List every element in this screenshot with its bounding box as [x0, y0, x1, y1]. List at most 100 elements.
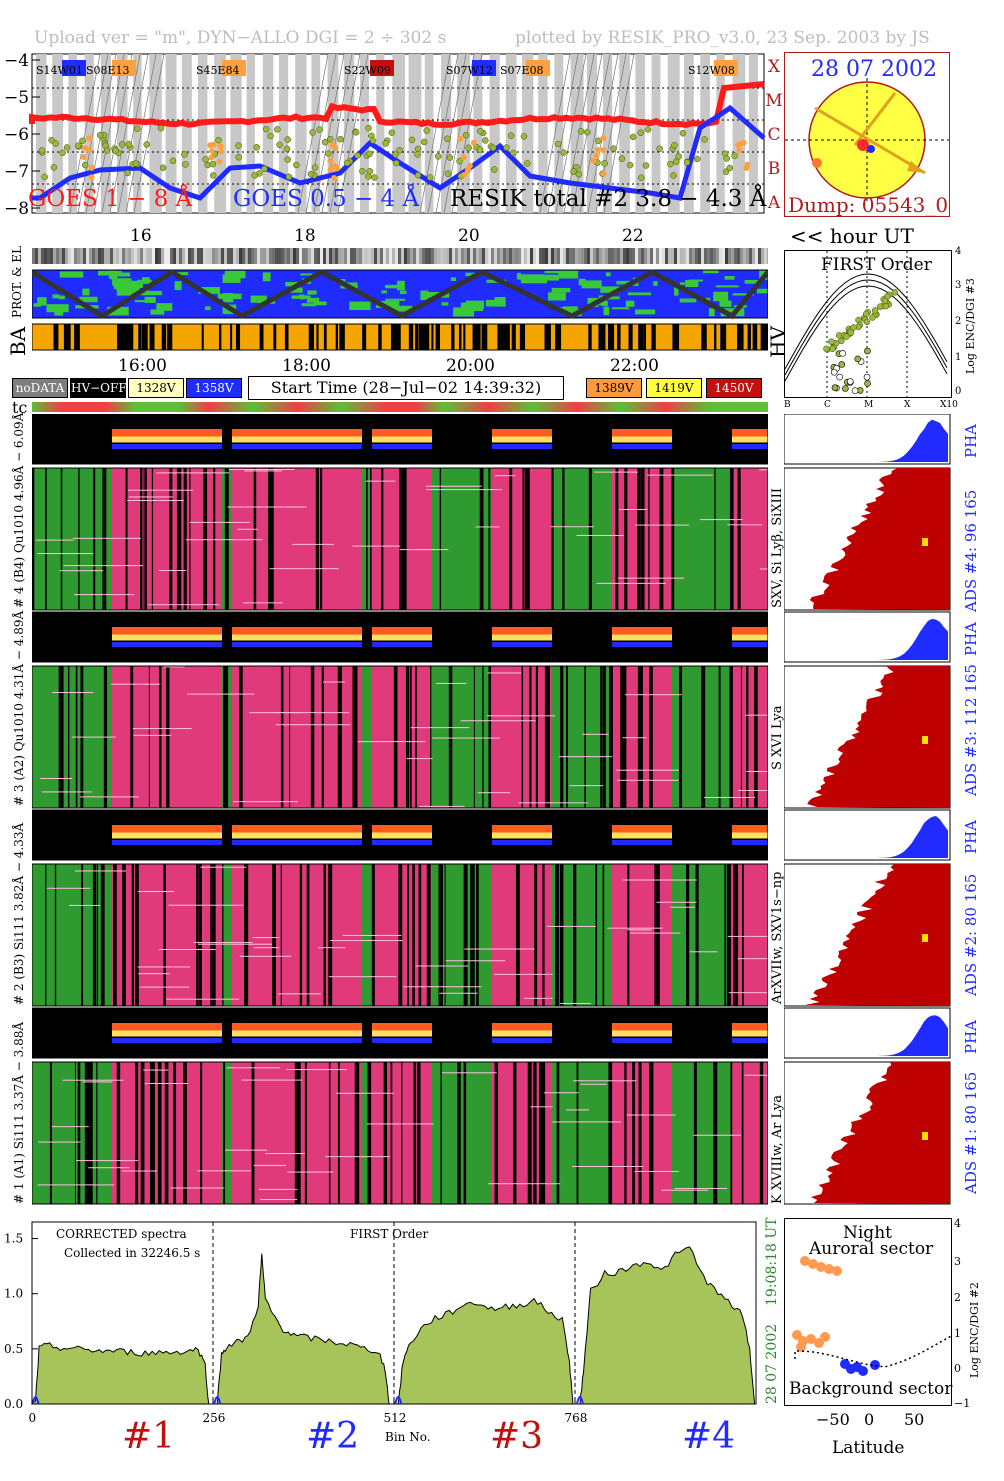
fo-point: [883, 303, 889, 309]
ads-gap: [200, 1062, 202, 1204]
ads-noise: [690, 951, 718, 952]
ads-gap: [464, 864, 468, 1006]
ads-gap: [61, 468, 63, 610]
el-stripe: [644, 248, 647, 264]
pha-line: [232, 1031, 362, 1037]
prot-green: [302, 303, 316, 306]
ads-gap: [439, 864, 442, 1006]
ads-noise: [560, 1003, 591, 1004]
prot-green: [47, 304, 69, 312]
ads-gap: [696, 864, 699, 1006]
ads-gap: [81, 864, 83, 1006]
ads-marker: [922, 538, 928, 546]
fo-scatter: [832, 385, 838, 391]
ba-gap: [121, 324, 126, 350]
resik-point: [160, 165, 166, 171]
ba-gap: [396, 324, 400, 350]
el-stripe: [482, 248, 485, 264]
ads-gap: [470, 864, 472, 1006]
ads-noise: [240, 956, 291, 957]
pha-line: [372, 825, 432, 833]
flare-point: [209, 148, 215, 154]
ads-gap: [615, 468, 618, 610]
ads-noise: [728, 936, 768, 937]
el-stripe: [614, 248, 617, 264]
el-stripe: [527, 248, 530, 264]
fo-scatter: [840, 350, 846, 356]
pha-1-label: PHA: [962, 1020, 980, 1054]
resik-point: [383, 140, 389, 146]
el-stripe: [575, 248, 578, 264]
el-stripe: [125, 248, 128, 264]
el-stripe: [251, 248, 254, 264]
resik-point: [113, 148, 119, 154]
el-stripe: [416, 248, 419, 264]
el-stripe: [149, 248, 152, 264]
el-stripe: [311, 248, 314, 264]
resik-point: [657, 146, 663, 152]
ads-gap: [738, 468, 741, 610]
el-stripe: [470, 248, 473, 264]
pha-line: [372, 833, 432, 839]
ads-gap: [476, 864, 479, 1006]
ads-noise: [596, 583, 666, 584]
ads-segment: [32, 1062, 112, 1204]
el-stripe: [662, 248, 665, 264]
el-stripe: [218, 248, 221, 264]
el-stripe: [107, 248, 110, 264]
ads-gap: [59, 666, 63, 808]
prot-green: [680, 299, 697, 303]
ads-segment: [372, 666, 432, 808]
ads-gap: [415, 666, 417, 808]
prot-green: [685, 280, 698, 287]
el-stripe: [200, 248, 203, 264]
ads-noise: [60, 570, 104, 571]
background-point: [858, 1366, 868, 1376]
chart-xtick: 0: [29, 1411, 37, 1425]
ads-gap: [445, 864, 446, 1006]
el-stripe: [446, 248, 449, 264]
pha-line: [612, 840, 672, 845]
el-stripe: [611, 248, 614, 264]
resik-point: [252, 172, 258, 178]
fo-scatter: [837, 374, 843, 380]
el-stripe: [92, 248, 95, 264]
ads-gap: [305, 1062, 307, 1204]
ads-gap: [113, 864, 117, 1006]
ads-gap: [78, 468, 79, 610]
chart-annotation-1: CORRECTED spectra: [56, 1227, 187, 1241]
pha-line: [612, 1038, 672, 1043]
status-hour-16: 16:00: [118, 356, 167, 376]
pha-line: [372, 1038, 432, 1043]
ads-noise: [627, 1115, 676, 1116]
ads-gap: [457, 1062, 460, 1204]
el-stripe: [221, 248, 224, 264]
el-stripe: [494, 248, 497, 264]
el-stripe: [242, 248, 245, 264]
prot-green: [680, 282, 685, 284]
ads-gap: [573, 864, 576, 1006]
prot-green: [604, 307, 610, 315]
ads-gap: [268, 468, 271, 610]
el-stripe: [131, 248, 134, 264]
prot-green: [612, 307, 629, 309]
prot-green: [552, 288, 571, 292]
ads-noise: [618, 578, 684, 579]
ads-noise: [88, 1167, 129, 1168]
el-stripe: [395, 248, 398, 264]
ads-gap: [694, 1062, 697, 1204]
ads-noise: [227, 507, 306, 508]
fo-scatter: [842, 385, 848, 391]
flare-label: S12W08: [688, 64, 735, 77]
ads-noise: [662, 1190, 709, 1191]
resik-point: [444, 136, 450, 142]
el-stripe: [569, 248, 572, 264]
pha-line: [232, 444, 362, 449]
el-stripe: [716, 248, 719, 264]
resik-point: [75, 143, 81, 149]
el-stripe: [287, 248, 290, 264]
resik-point: [724, 155, 730, 161]
prot-green: [151, 310, 165, 315]
ads-gap: [169, 468, 172, 610]
resik-point: [435, 153, 441, 159]
